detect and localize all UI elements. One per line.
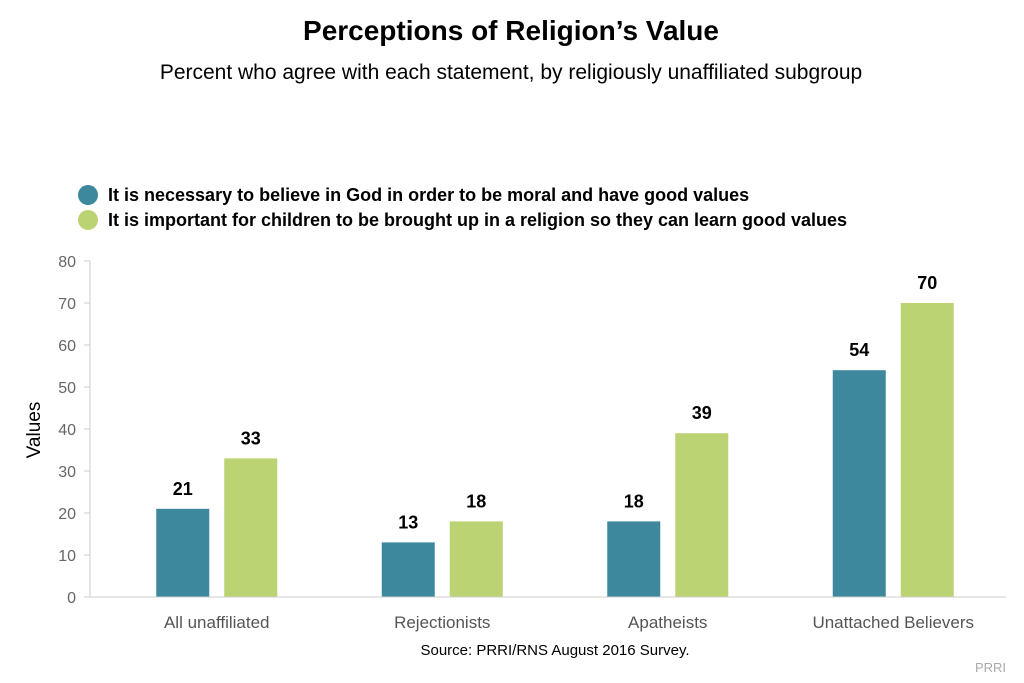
data-label-3-series-2: 39: [692, 403, 712, 423]
y-axis: 0 10 20 30 40 50 60 70 80: [58, 254, 91, 607]
y-tick-label: 20: [58, 506, 76, 523]
y-tick-label: 70: [58, 296, 76, 313]
credit-label: PRRI: [975, 660, 1006, 675]
bar-1-series-1: [156, 508, 210, 597]
x-tick-label: Rejectionists: [394, 613, 490, 632]
legend: It is necessary to believe in God in ord…: [78, 185, 847, 230]
y-tick-label: 40: [58, 422, 76, 439]
bars: 21 33 13 18 18 39 54 70: [156, 273, 954, 597]
legend-label-2: It is important for children to be broug…: [108, 210, 847, 230]
bar-4-series-1: [832, 370, 886, 597]
bar-4-series-2: [900, 303, 954, 597]
bar-3-series-1: [607, 521, 661, 597]
y-tick-label: 0: [67, 590, 76, 607]
data-label-2-series-1: 13: [398, 512, 418, 532]
data-label-2-series-2: 18: [466, 491, 486, 511]
data-label-4-series-1: 54: [849, 340, 869, 360]
x-tick-label: Unattached Believers: [812, 613, 974, 632]
x-tick-label: All unaffiliated: [164, 613, 270, 632]
x-axis: All unaffiliated Rejectionists Apatheists U…: [90, 596, 1006, 632]
y-axis-title: Values: [24, 402, 45, 459]
source-note: Source: PRRI/RNS August 2016 Survey.: [420, 642, 689, 659]
legend-marker-1: [78, 185, 98, 205]
legend-label-1: It is necessary to believe in God in ord…: [108, 185, 749, 205]
bar-2-series-2: [449, 521, 503, 597]
y-tick-label: 30: [58, 464, 76, 481]
legend-marker-2: [78, 210, 98, 230]
x-tick-label: Apatheists: [628, 613, 707, 632]
data-label-1-series-1: 21: [173, 479, 193, 499]
y-tick-label: 60: [58, 338, 76, 355]
y-tick-label: 10: [58, 548, 76, 565]
bar-3-series-2: [675, 433, 729, 597]
y-tick-label: 80: [58, 254, 76, 271]
data-label-4-series-2: 70: [917, 273, 937, 293]
bar-2-series-1: [381, 542, 435, 597]
y-tick-label: 50: [58, 380, 76, 397]
chart-title: Perceptions of Religion’s Value: [303, 15, 719, 46]
data-label-1-series-2: 33: [241, 428, 261, 448]
data-label-3-series-1: 18: [624, 491, 644, 511]
bar-1-series-2: [224, 458, 278, 597]
chart-subtitle: Percent who agree with each statement, b…: [160, 61, 862, 84]
